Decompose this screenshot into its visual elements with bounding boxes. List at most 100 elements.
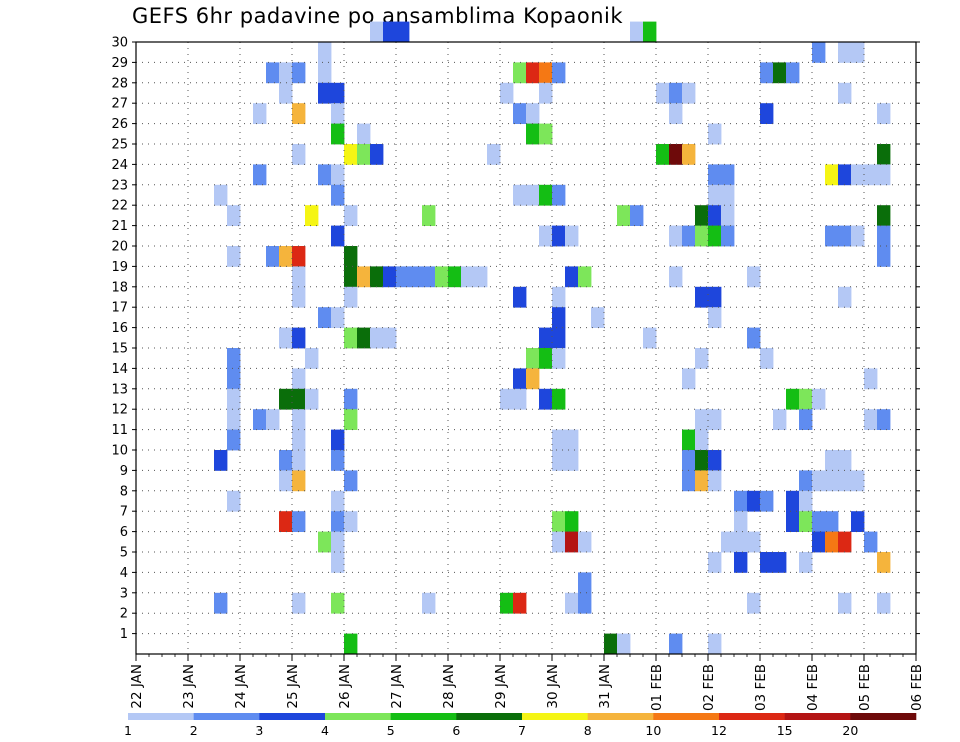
- heat-cell: [669, 266, 683, 288]
- legend-label: 8: [584, 723, 592, 738]
- legend-label: 10: [645, 723, 661, 738]
- y-tick-label: 12: [111, 403, 128, 418]
- heat-cell: [292, 470, 306, 492]
- heat-cell: [552, 450, 566, 471]
- heat-cell: [630, 205, 644, 226]
- heat-cell: [513, 368, 527, 390]
- heat-cell: [838, 42, 852, 63]
- heat-cell: [838, 82, 852, 104]
- heat-cell: [292, 144, 306, 165]
- x-tick-label: 22 JAN: [129, 664, 145, 709]
- y-tick-label: 26: [111, 117, 128, 132]
- heat-cell: [877, 592, 891, 614]
- heat-cell: [227, 246, 241, 267]
- heat-cell: [318, 307, 332, 328]
- heat-cell: [409, 266, 423, 288]
- heat-cell: [825, 470, 839, 492]
- x-tick-label: 01 FEB: [649, 664, 665, 711]
- y-tick-label: 28: [111, 76, 128, 91]
- heat-cell: [227, 429, 241, 451]
- heat-cell: [786, 62, 800, 84]
- heat-cell: [604, 633, 618, 655]
- heat-cell: [500, 388, 514, 410]
- heat-cell: [279, 388, 293, 410]
- heat-cell: [227, 409, 241, 430]
- heat-cell: [318, 62, 332, 84]
- x-tick-label: 25 JAN: [285, 664, 301, 709]
- legend-label: 3: [255, 723, 263, 738]
- legend-label: 7: [518, 723, 526, 738]
- y-tick-label: 25: [111, 138, 128, 153]
- heat-cell: [292, 103, 306, 124]
- heat-cell: [344, 266, 358, 288]
- y-tick-label: 8: [120, 484, 128, 499]
- heat-cell: [708, 123, 722, 145]
- heat-cell: [292, 592, 306, 614]
- heat-cell: [396, 21, 410, 43]
- heat-cell: [877, 205, 891, 226]
- heat-cell: [331, 123, 345, 145]
- heat-cell: [838, 164, 852, 186]
- heat-cell: [539, 388, 553, 410]
- heat-cell: [266, 246, 280, 267]
- heat-cell: [838, 450, 852, 471]
- heat-cell: [331, 82, 345, 104]
- heat-cell: [682, 144, 696, 165]
- x-tick-label: 23 JAN: [181, 664, 197, 709]
- heat-cell: [305, 348, 319, 369]
- heat-cell: [318, 42, 332, 63]
- heat-cell: [448, 266, 462, 288]
- heat-cell: [877, 103, 891, 124]
- heat-cell: [370, 266, 384, 288]
- heat-cell: [344, 144, 358, 165]
- heat-cell: [344, 409, 358, 430]
- heat-cell: [370, 144, 384, 165]
- heat-cell: [383, 266, 397, 288]
- heat-cell: [331, 592, 345, 614]
- heat-cell: [227, 388, 241, 410]
- heat-cell: [786, 490, 800, 512]
- heat-cell: [344, 633, 358, 655]
- heat-cell: [708, 205, 722, 226]
- heat-cell: [214, 184, 228, 206]
- heat-cell: [266, 62, 280, 84]
- heat-cell: [526, 103, 540, 124]
- heat-cell: [565, 450, 579, 471]
- heat-cell: [227, 368, 241, 390]
- heat-cell: [708, 286, 722, 308]
- heat-cell: [331, 103, 345, 124]
- heat-cell: [877, 144, 891, 165]
- heat-cell: [305, 388, 319, 410]
- heat-cell: [292, 429, 306, 451]
- heat-cell: [812, 470, 826, 492]
- heat-cell: [721, 164, 735, 186]
- heat-cell: [825, 450, 839, 471]
- heat-cell: [357, 266, 371, 288]
- heat-cell: [760, 62, 774, 84]
- heat-cell: [383, 21, 397, 43]
- heat-cell: [838, 531, 852, 553]
- x-tick-label: 31 JAN: [597, 664, 613, 709]
- heat-cell: [539, 184, 553, 206]
- x-tick-label: 04 FEB: [805, 664, 821, 711]
- heat-cell: [669, 225, 683, 247]
- heat-cell: [292, 388, 306, 410]
- heat-cell: [227, 348, 241, 369]
- x-tick-label: 06 FEB: [909, 664, 925, 711]
- heat-cell: [669, 633, 683, 655]
- heat-cell: [305, 205, 319, 226]
- legend-label: 5: [387, 723, 395, 738]
- heat-cell: [682, 368, 696, 390]
- heat-cell: [669, 144, 683, 165]
- heat-cell: [747, 266, 761, 288]
- heat-cell: [253, 103, 267, 124]
- heat-cell: [721, 205, 735, 226]
- heat-cell: [825, 531, 839, 553]
- heat-cell: [877, 552, 891, 573]
- x-tick-label: 27 JAN: [389, 664, 405, 709]
- legend-label: 1: [124, 723, 132, 738]
- heat-cell: [838, 286, 852, 308]
- heat-cell: [552, 348, 566, 369]
- heat-cell: [708, 450, 722, 471]
